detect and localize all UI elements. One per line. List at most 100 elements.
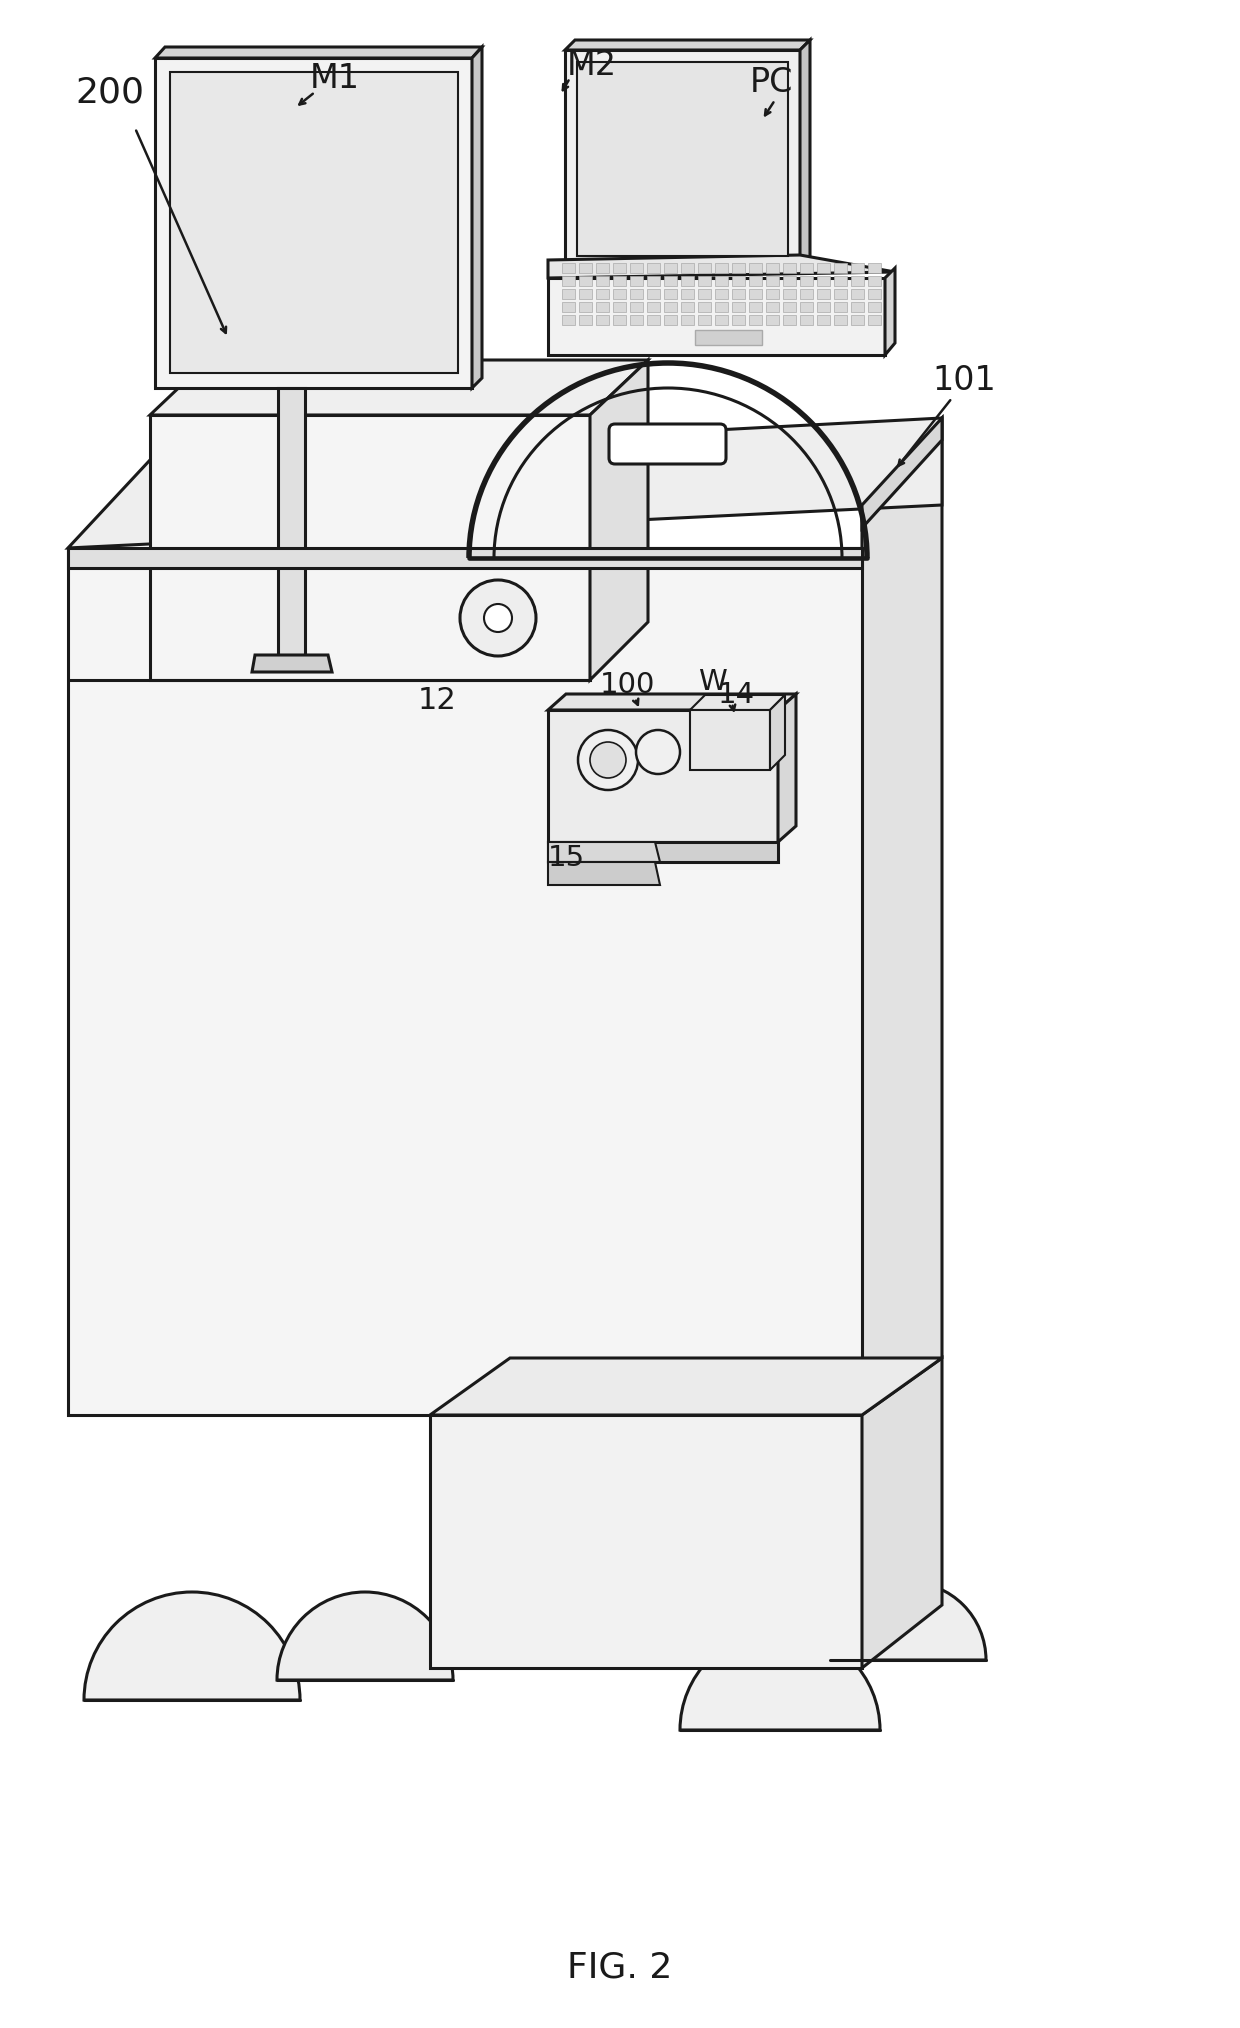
Polygon shape: [579, 314, 591, 324]
Polygon shape: [579, 290, 591, 298]
Polygon shape: [613, 290, 626, 298]
Polygon shape: [817, 276, 830, 286]
Polygon shape: [698, 276, 711, 286]
Polygon shape: [868, 290, 880, 298]
Polygon shape: [868, 302, 880, 312]
Polygon shape: [817, 314, 830, 324]
Polygon shape: [155, 47, 482, 59]
Polygon shape: [681, 264, 694, 274]
Polygon shape: [663, 290, 677, 298]
Polygon shape: [596, 290, 609, 298]
Polygon shape: [689, 696, 785, 710]
Polygon shape: [548, 256, 895, 278]
Polygon shape: [749, 302, 763, 312]
Polygon shape: [630, 302, 644, 312]
Polygon shape: [782, 290, 796, 298]
Polygon shape: [613, 302, 626, 312]
Polygon shape: [562, 302, 575, 312]
Polygon shape: [766, 302, 779, 312]
Polygon shape: [613, 264, 626, 274]
Polygon shape: [698, 314, 711, 324]
Polygon shape: [150, 361, 649, 416]
Polygon shape: [800, 290, 813, 298]
Polygon shape: [596, 264, 609, 274]
Polygon shape: [647, 302, 660, 312]
Polygon shape: [681, 276, 694, 286]
Polygon shape: [782, 276, 796, 286]
Polygon shape: [681, 290, 694, 298]
Polygon shape: [835, 314, 847, 324]
Polygon shape: [565, 41, 810, 51]
Polygon shape: [689, 710, 770, 771]
Text: M2: M2: [567, 49, 618, 81]
Wedge shape: [277, 1592, 453, 1679]
Polygon shape: [835, 290, 847, 298]
Text: PC: PC: [750, 65, 794, 99]
Wedge shape: [680, 1631, 880, 1730]
Polygon shape: [613, 314, 626, 324]
Polygon shape: [766, 314, 779, 324]
Circle shape: [484, 604, 512, 633]
Polygon shape: [155, 59, 472, 387]
Polygon shape: [715, 290, 728, 298]
Polygon shape: [800, 276, 813, 286]
Text: W: W: [698, 667, 727, 696]
Text: 101: 101: [932, 363, 996, 397]
Circle shape: [590, 742, 626, 779]
Polygon shape: [862, 418, 942, 527]
Polygon shape: [68, 418, 942, 548]
Polygon shape: [562, 314, 575, 324]
Polygon shape: [694, 331, 763, 345]
Polygon shape: [579, 264, 591, 274]
Polygon shape: [732, 264, 745, 274]
Polygon shape: [851, 302, 864, 312]
Text: M1: M1: [310, 61, 360, 95]
Polygon shape: [766, 290, 779, 298]
Polygon shape: [681, 314, 694, 324]
FancyBboxPatch shape: [609, 424, 725, 464]
Polygon shape: [800, 264, 813, 274]
Polygon shape: [782, 314, 796, 324]
Text: 15: 15: [548, 844, 585, 872]
Polygon shape: [715, 276, 728, 286]
Polygon shape: [579, 302, 591, 312]
Polygon shape: [770, 696, 785, 771]
Text: FIG. 2: FIG. 2: [568, 1951, 672, 1985]
Polygon shape: [548, 694, 796, 710]
Polygon shape: [835, 302, 847, 312]
Polygon shape: [715, 302, 728, 312]
Polygon shape: [647, 276, 660, 286]
Polygon shape: [698, 264, 711, 274]
Polygon shape: [562, 276, 575, 286]
Polygon shape: [579, 276, 591, 286]
Polygon shape: [68, 548, 862, 568]
Polygon shape: [851, 264, 864, 274]
Polygon shape: [596, 302, 609, 312]
Circle shape: [578, 730, 639, 791]
Polygon shape: [732, 290, 745, 298]
Polygon shape: [862, 418, 942, 1416]
Polygon shape: [749, 314, 763, 324]
Polygon shape: [681, 302, 694, 312]
Polygon shape: [472, 47, 482, 387]
Polygon shape: [715, 264, 728, 274]
Polygon shape: [430, 1359, 942, 1416]
Polygon shape: [698, 302, 711, 312]
Polygon shape: [252, 655, 332, 671]
Text: 14: 14: [718, 681, 755, 710]
Polygon shape: [663, 264, 677, 274]
Polygon shape: [800, 41, 810, 268]
Polygon shape: [590, 361, 649, 679]
Polygon shape: [548, 862, 660, 884]
Polygon shape: [817, 302, 830, 312]
Circle shape: [636, 730, 680, 775]
Polygon shape: [817, 290, 830, 298]
Polygon shape: [596, 276, 609, 286]
Polygon shape: [278, 387, 305, 659]
Polygon shape: [663, 276, 677, 286]
Polygon shape: [630, 276, 644, 286]
Polygon shape: [885, 268, 895, 355]
Polygon shape: [430, 1416, 862, 1667]
Polygon shape: [851, 290, 864, 298]
Polygon shape: [548, 842, 660, 862]
